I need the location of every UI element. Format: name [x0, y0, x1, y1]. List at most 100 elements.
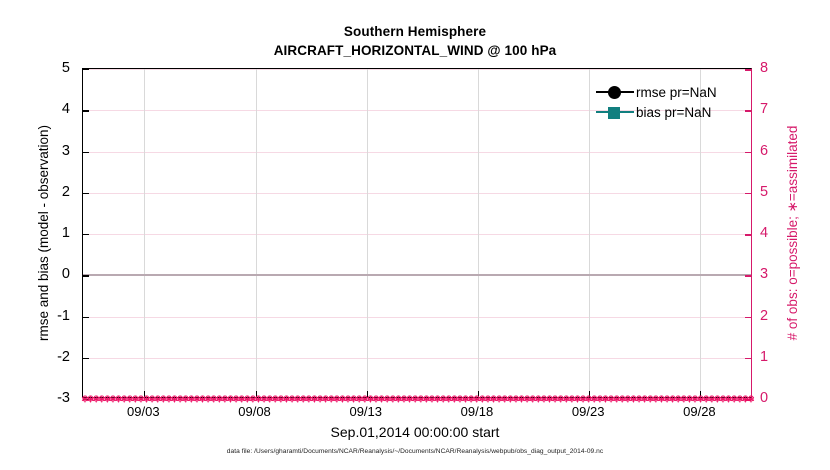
y-axis-left-tick — [83, 110, 89, 112]
obs-assimilated-marker: ∗ — [203, 393, 213, 405]
obs-possible-marker: o — [126, 392, 133, 405]
y-axis-right-ticklabel: 3 — [760, 266, 769, 283]
obs-possible-marker: o — [708, 392, 715, 405]
obs-assimilated-marker: ∗ — [85, 393, 96, 405]
obs-possible-marker: o — [501, 392, 508, 405]
obs-assimilated-marker: ∗ — [298, 393, 308, 405]
horizontal-gridline — [83, 316, 751, 318]
obs-assimilated-marker: ∗ — [416, 393, 426, 405]
legend-label: bias pr=NaN — [636, 104, 712, 120]
y-axis-left-ticklabel: 4 — [61, 101, 70, 118]
x-axis-ticklabel: 09/23 — [571, 404, 605, 419]
x-axis-ticklabel: 09/13 — [349, 404, 383, 419]
obs-assimilated-marker: ∗ — [281, 393, 292, 405]
obs-possible-marker: o — [596, 392, 603, 405]
y-axis-right-tick — [745, 110, 751, 112]
obs-possible-marker: o — [412, 392, 419, 405]
obs-possible-marker: o — [289, 392, 296, 405]
horizontal-gridline — [83, 151, 751, 153]
obs-possible-marker: o — [193, 392, 200, 405]
obs-assimilated-marker: ∗ — [455, 393, 465, 405]
obs-possible-marker: o — [104, 392, 111, 405]
obs-possible-marker: o — [742, 392, 749, 405]
obs-assimilated-marker: ∗ — [684, 393, 695, 405]
y-axis-right-tick — [745, 357, 751, 360]
x-axis-ticklabel: 09/28 — [683, 404, 716, 419]
obs-possible-marker: o — [546, 392, 553, 405]
obs-possible-marker: o — [496, 392, 503, 405]
obs-possible-marker: o — [462, 392, 469, 405]
y-axis-right-ticklabel: 5 — [760, 183, 769, 200]
obs-assimilated-marker: ∗ — [494, 393, 504, 405]
obs-assimilated-marker: ∗ — [259, 393, 269, 405]
obs-possible-marker: o — [339, 392, 346, 405]
obs-assimilated-marker: ∗ — [522, 393, 532, 405]
obs-possible-marker: o — [456, 392, 464, 405]
obs-assimilated-marker: ∗ — [634, 393, 644, 405]
obs-assimilated-marker: ∗ — [113, 393, 124, 405]
obs-possible-marker: o — [367, 392, 374, 405]
obs-assimilated-marker: ∗ — [421, 393, 431, 405]
obs-assimilated-marker: ∗ — [309, 393, 320, 405]
obs-possible-marker: o — [261, 392, 268, 405]
obs-assimilated-marker: ∗ — [231, 393, 241, 405]
obs-possible-marker: o — [400, 392, 408, 405]
obs-possible-marker: o — [540, 392, 547, 405]
obs-assimilated-marker: ∗ — [668, 393, 678, 405]
obs-assimilated-marker: ∗ — [186, 393, 196, 405]
obs-assimilated-marker: ∗ — [270, 393, 280, 405]
obs-possible-marker: o — [137, 392, 145, 405]
obs-possible-marker: o — [255, 392, 262, 405]
obs-possible-marker: o — [647, 392, 654, 405]
legend-swatch — [608, 106, 620, 119]
x-axis-ticklabel: 09/03 — [127, 404, 160, 419]
obs-assimilated-marker: ∗ — [466, 393, 476, 405]
obs-assimilated-marker: ∗ — [656, 393, 667, 405]
y-axis-left-tick — [83, 316, 89, 318]
obs-assimilated-marker: ∗ — [578, 393, 588, 405]
obs-assimilated-marker: ∗ — [382, 393, 392, 405]
obs-possible-marker: o — [602, 392, 609, 405]
obs-assimilated-marker: ∗ — [662, 393, 672, 405]
legend-item[interactable]: rmse pr=NaN — [596, 82, 746, 102]
obs-possible-marker: o — [417, 392, 424, 405]
y-axis-left-ticklabel: 5 — [61, 60, 70, 76]
obs-possible-marker: o — [703, 392, 710, 405]
obs-assimilated-marker: ∗ — [550, 393, 560, 405]
obs-assimilated-marker: ∗ — [169, 393, 180, 405]
obs-assimilated-marker: ∗ — [595, 393, 605, 405]
obs-possible-marker: o — [731, 392, 738, 405]
obs-assimilated-marker: ∗ — [628, 393, 639, 405]
obs-assimilated-marker: ∗ — [449, 393, 459, 405]
obs-assimilated-marker: ∗ — [337, 393, 348, 405]
obs-assimilated-marker: ∗ — [707, 393, 717, 405]
obs-possible-marker: o — [93, 392, 100, 405]
obs-assimilated-marker: ∗ — [404, 393, 415, 405]
obs-possible-marker: o — [311, 392, 318, 405]
obs-possible-marker: o — [669, 392, 676, 405]
obs-assimilated-marker: ∗ — [343, 393, 353, 405]
obs-assimilated-marker: ∗ — [606, 393, 616, 405]
obs-possible-marker: o — [361, 392, 368, 405]
obs-possible-marker: o — [205, 392, 212, 405]
obs-assimilated-marker: ∗ — [556, 393, 566, 405]
obs-assimilated-marker: ∗ — [365, 393, 376, 405]
obs-possible-marker: o — [389, 392, 396, 405]
obs-assimilated-marker: ∗ — [315, 393, 325, 405]
obs-possible-marker: o — [680, 392, 687, 405]
obs-possible-marker: o — [613, 392, 620, 405]
x-axis-tick — [144, 391, 146, 397]
obs-possible-marker: o — [300, 392, 307, 405]
obs-possible-marker: o — [524, 392, 531, 405]
obs-possible-marker: o — [333, 392, 340, 405]
horizontal-gridline — [83, 357, 751, 359]
obs-possible-marker: o — [316, 392, 324, 405]
legend-marker-square-icon — [596, 102, 634, 122]
obs-assimilated-marker: ∗ — [304, 393, 314, 405]
obs-assimilated-marker: ∗ — [164, 393, 174, 405]
obs-assimilated-marker: ∗ — [460, 393, 471, 405]
legend-item[interactable]: bias pr=NaN — [596, 102, 746, 122]
obs-assimilated-marker: ∗ — [561, 393, 571, 405]
obs-possible-marker: o — [305, 392, 312, 405]
obs-possible-marker: o — [747, 392, 755, 405]
